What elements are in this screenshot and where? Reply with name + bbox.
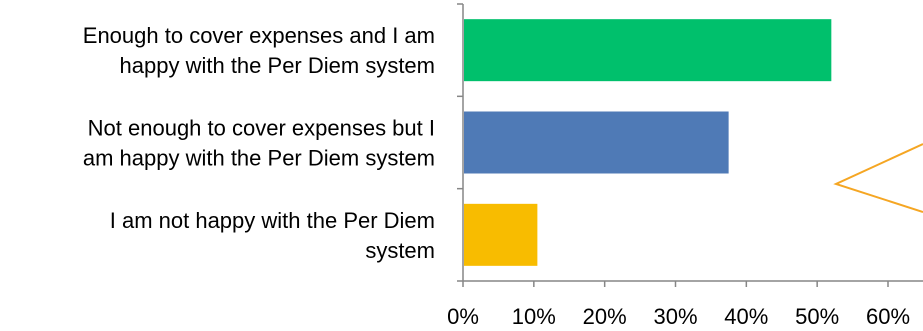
x-tick-label: 30% [653,304,697,329]
x-tick-label: 10% [512,304,556,329]
category-label-1: Enough to cover expenses and I am happy w… [83,23,435,78]
category-label-line: Not enough to cover expenses but I [88,116,435,141]
bar-2 [464,111,729,174]
callout-arrow-shape [833,143,923,213]
category-label-line: am happy with the Per Diem system [83,146,435,171]
bar-1 [464,19,832,82]
x-tick-label: 20% [583,304,627,329]
category-labels: Enough to cover expenses and I am happy w… [83,23,435,263]
x-tick-label: 40% [724,304,768,329]
category-label-line: happy with the Per Diem system [120,53,435,78]
bar-3 [464,203,538,266]
category-label-line: system [365,238,435,263]
x-tick-labels: 0% 10% 20% 30% 40% 50% 60% [447,304,910,329]
axes [457,3,923,287]
bars [464,19,832,266]
category-label-3: I am not happy with the Per Diem system [110,208,435,263]
x-tick-label: 60% [866,304,910,329]
x-tick-label: 0% [447,304,479,329]
category-label-line: Enough to cover expenses and I am [83,23,435,48]
category-label-2: Not enough to cover expenses but I am hap… [83,116,435,171]
x-tick-label: 50% [795,304,839,329]
category-label-line: I am not happy with the Per Diem [110,208,435,233]
